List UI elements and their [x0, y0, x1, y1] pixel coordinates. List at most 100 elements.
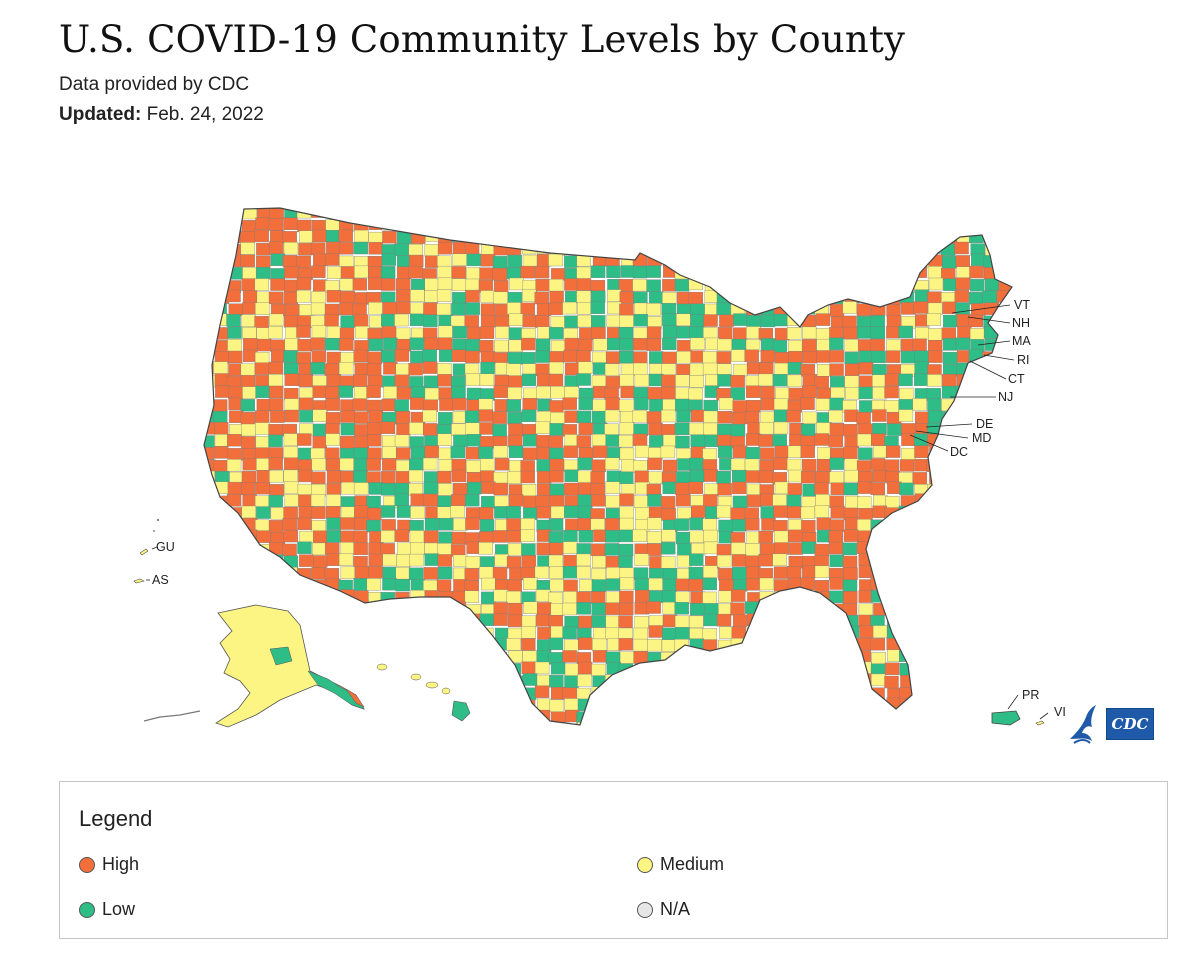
county-cell[interactable]: [646, 338, 662, 351]
county-cell[interactable]: [408, 363, 423, 376]
county-cell[interactable]: [479, 663, 494, 677]
county-cell[interactable]: [578, 530, 594, 543]
county-cell[interactable]: [422, 218, 437, 231]
county-cell[interactable]: [549, 361, 564, 375]
county-cell[interactable]: [646, 208, 662, 220]
county-cell[interactable]: [621, 207, 636, 220]
county-cell[interactable]: [325, 542, 340, 555]
county-cell[interactable]: [299, 196, 314, 209]
county-cell[interactable]: [787, 219, 802, 233]
county-cell[interactable]: [199, 554, 214, 567]
county-cell[interactable]: [675, 664, 691, 677]
county-cell[interactable]: [339, 627, 354, 640]
county-cell[interactable]: [773, 688, 788, 701]
county-cell[interactable]: [268, 589, 284, 603]
county-cell[interactable]: [999, 350, 1013, 363]
county-cell[interactable]: [297, 433, 312, 446]
county-cell[interactable]: [228, 386, 243, 400]
county-cell[interactable]: [242, 301, 257, 315]
county-cell[interactable]: [718, 697, 733, 711]
county-cell[interactable]: [689, 615, 704, 629]
county-cell[interactable]: [341, 674, 356, 688]
county-cell[interactable]: [884, 385, 899, 399]
county-cell[interactable]: [368, 603, 384, 616]
county-cell[interactable]: [732, 519, 747, 532]
county-cell[interactable]: [675, 723, 690, 736]
county-cell[interactable]: [998, 243, 1013, 256]
county-cell[interactable]: [927, 291, 942, 304]
county-cell[interactable]: [619, 303, 634, 317]
county-cell[interactable]: [493, 613, 508, 626]
county-cell[interactable]: [578, 241, 593, 255]
county-cell[interactable]: [409, 458, 424, 471]
county-cell[interactable]: [268, 361, 284, 375]
county-cell[interactable]: [688, 649, 704, 662]
county-cell[interactable]: [773, 206, 788, 219]
county-cell[interactable]: [453, 615, 468, 628]
county-cell[interactable]: [578, 482, 593, 495]
county-cell[interactable]: [913, 663, 928, 676]
county-cell[interactable]: [521, 231, 537, 244]
county-cell[interactable]: [885, 243, 901, 257]
county-cell[interactable]: [998, 614, 1013, 627]
county-cell[interactable]: [467, 722, 482, 735]
county-cell[interactable]: [886, 697, 901, 711]
county-cell[interactable]: [703, 613, 718, 627]
county-cell[interactable]: [885, 496, 900, 509]
county-cell[interactable]: [844, 651, 860, 664]
county-cell[interactable]: [411, 613, 426, 627]
county-cell[interactable]: [955, 337, 971, 350]
county-cell[interactable]: [508, 614, 523, 628]
county-cell[interactable]: [871, 350, 886, 364]
county-cell[interactable]: [606, 289, 622, 302]
county-cell[interactable]: [437, 627, 452, 641]
county-cell[interactable]: [674, 279, 690, 292]
county-cell[interactable]: [562, 650, 577, 663]
county-cell[interactable]: [983, 267, 999, 280]
county-cell[interactable]: [241, 423, 256, 437]
county-cell[interactable]: [298, 722, 313, 735]
county-cell[interactable]: [884, 254, 899, 268]
county-cell[interactable]: [983, 578, 998, 591]
county-cell[interactable]: [661, 529, 676, 542]
county-cell[interactable]: [689, 422, 704, 436]
county-cell[interactable]: [814, 580, 830, 593]
county-cell[interactable]: [858, 603, 874, 616]
county-cell[interactable]: [745, 470, 761, 483]
county-cell[interactable]: [299, 554, 314, 567]
county-cell[interactable]: [884, 280, 899, 293]
county-cell[interactable]: [956, 566, 972, 580]
county-cell[interactable]: [719, 626, 734, 639]
county-cell[interactable]: [576, 591, 591, 604]
county-cell[interactable]: [339, 327, 355, 341]
county-cell[interactable]: [662, 279, 677, 292]
county-cell[interactable]: [325, 206, 341, 218]
county-cell[interactable]: [845, 218, 860, 231]
county-cell[interactable]: [506, 267, 522, 280]
county-cell[interactable]: [493, 196, 508, 209]
county-cell[interactable]: [296, 352, 311, 365]
county-cell[interactable]: [774, 445, 790, 458]
county-cell[interactable]: [605, 555, 620, 569]
county-cell[interactable]: [492, 256, 508, 269]
county-cell[interactable]: [494, 208, 509, 221]
county-cell[interactable]: [409, 638, 425, 651]
county-cell[interactable]: [394, 674, 410, 687]
county-cell[interactable]: [479, 651, 495, 664]
county-cell[interactable]: [676, 471, 691, 484]
county-cell[interactable]: [733, 495, 748, 509]
county-cell[interactable]: [480, 290, 496, 303]
county-cell[interactable]: [829, 231, 844, 245]
county-cell[interactable]: [647, 638, 662, 652]
county-cell[interactable]: [760, 506, 775, 519]
county-cell[interactable]: [605, 376, 621, 389]
county-cell[interactable]: [619, 399, 634, 412]
county-cell[interactable]: [199, 519, 213, 532]
county-cell[interactable]: [844, 351, 859, 365]
county-cell[interactable]: [969, 230, 984, 244]
county-cell[interactable]: [647, 700, 663, 713]
county-cell[interactable]: [229, 195, 243, 207]
county-cell[interactable]: [227, 339, 242, 352]
county-cell[interactable]: [311, 626, 326, 639]
county-cell[interactable]: [634, 397, 649, 410]
